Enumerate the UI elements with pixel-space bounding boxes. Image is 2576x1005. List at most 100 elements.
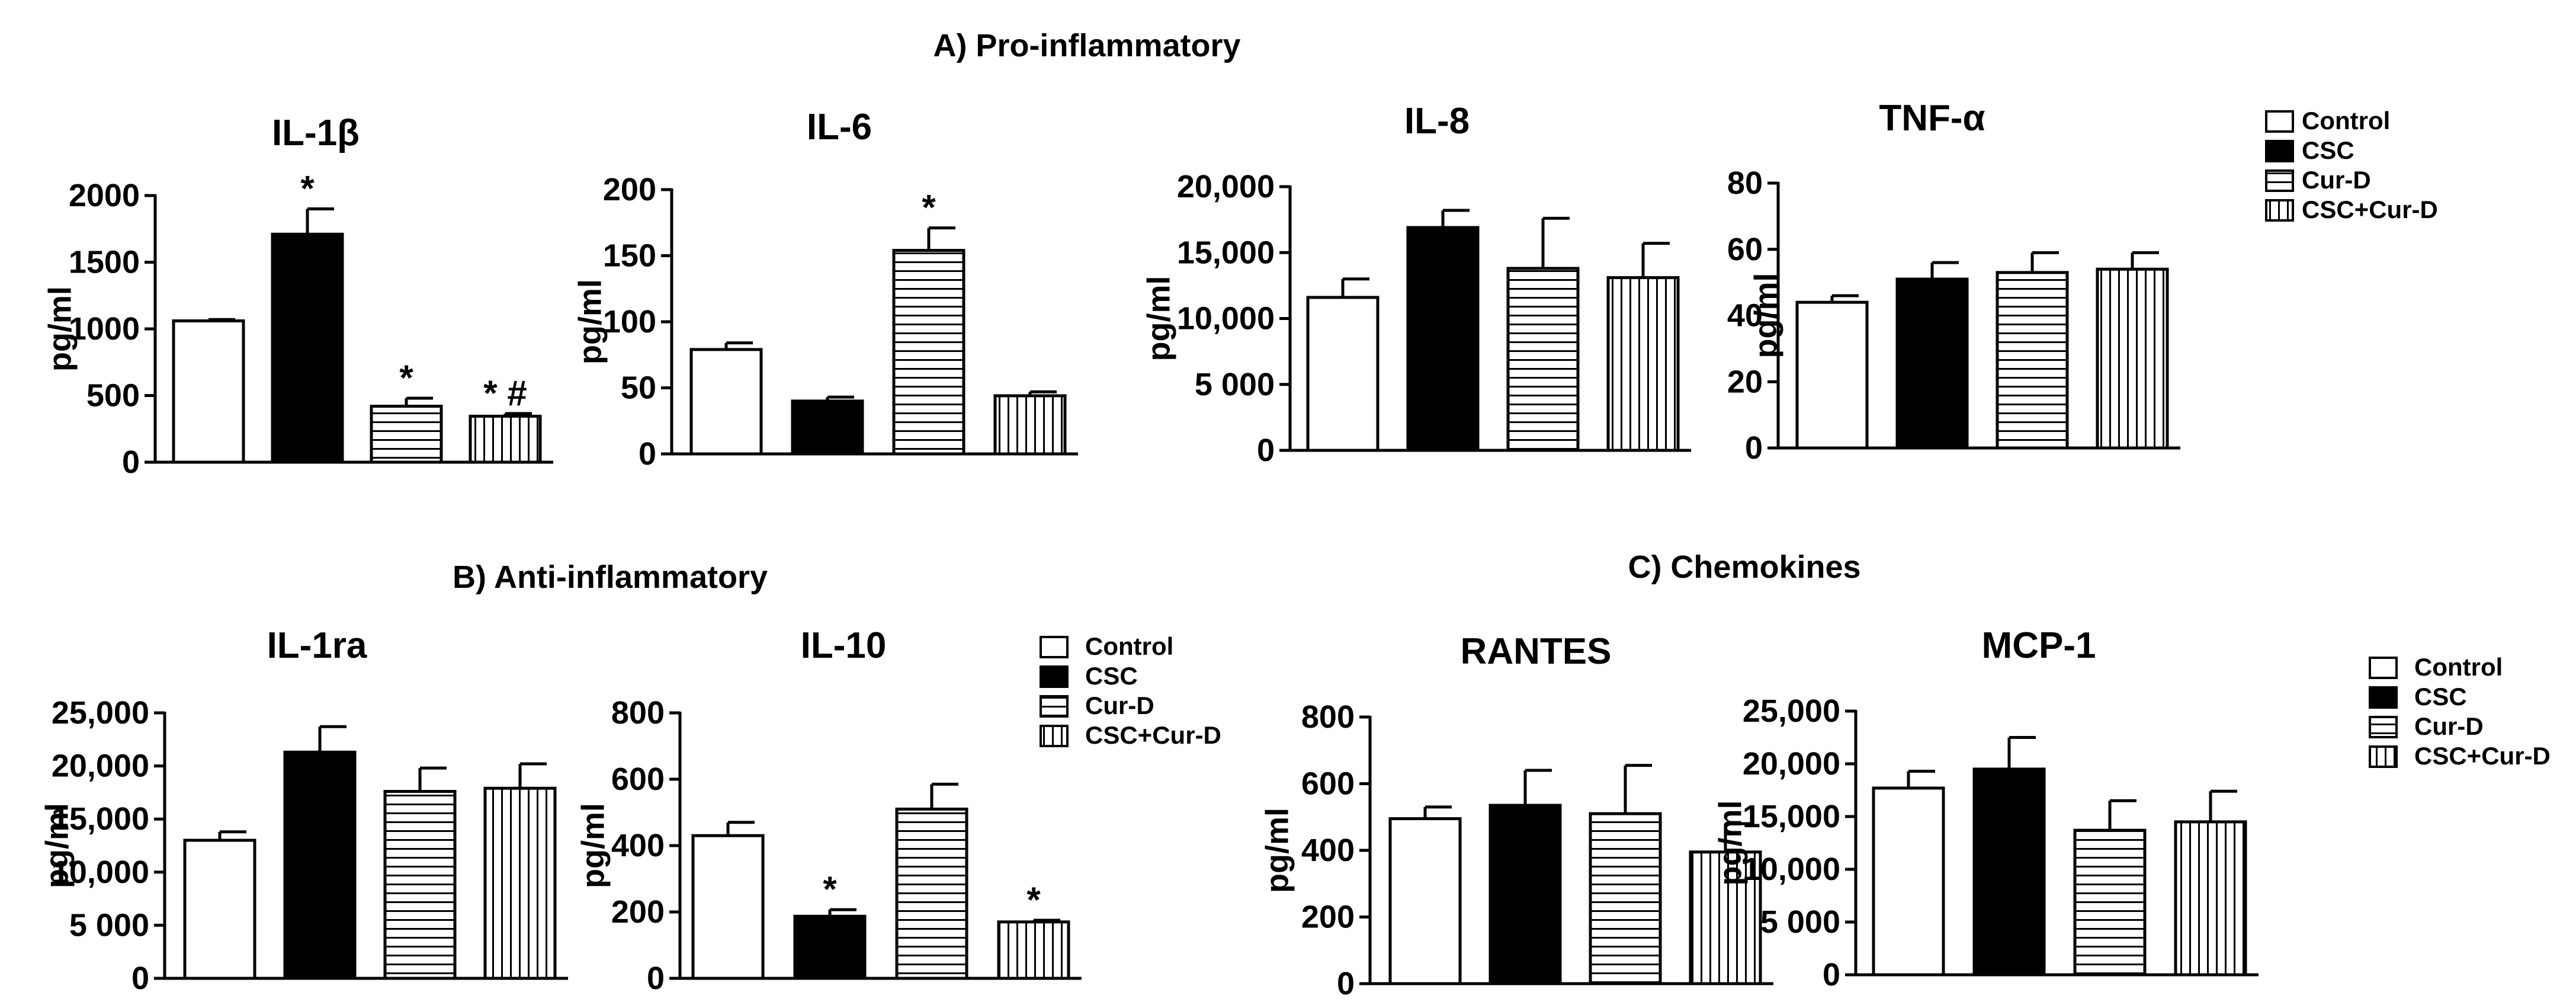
legend-swatch-curd xyxy=(2265,169,2294,192)
legend-pro-inflammatory: Control CSC Cur-D CSC+Cur-D xyxy=(2265,107,2438,223)
chart-panel-6: IL-10 pg/ml 0 200 400 600 800 * * xyxy=(575,625,1082,996)
section-title-anti-inflammatory: B) Anti-inflammatory xyxy=(453,559,768,595)
bar-curd xyxy=(383,790,457,980)
legend-anti-inflammatory: Control CSC Cur-D CSC+Cur-D xyxy=(1040,632,1221,749)
bar-curd xyxy=(892,249,965,456)
legend-swatch-csccurd xyxy=(2265,199,2294,222)
bar-csc xyxy=(791,399,864,456)
bar-curd xyxy=(2073,828,2147,977)
legend-label-curd: Cur-D xyxy=(1085,692,1154,719)
bar-csc xyxy=(1489,804,1562,985)
y-tick-label: 15,000 xyxy=(52,801,149,837)
y-tick-label: 400 xyxy=(611,828,665,863)
bar-csccurd xyxy=(1606,276,1680,452)
legend-label-csccurd: CSC+Cur-D xyxy=(2414,742,2551,770)
y-tick-label: 20 xyxy=(1727,364,1763,399)
legend-label-csc: CSC xyxy=(2414,683,2467,710)
y-tick-label: 50 xyxy=(621,370,656,406)
y-tick-label: 0 xyxy=(1745,430,1763,466)
chart-title: IL-6 xyxy=(807,107,872,148)
y-tick-label: 60 xyxy=(1727,232,1763,267)
y-tick-label: 800 xyxy=(611,695,665,731)
chart-panel-3: IL-8 pg/ml 0 5 000 10,000 15,000 20,000 xyxy=(1141,101,1691,468)
section-title-pro-inflammatory: A) Pro-inflammatory xyxy=(933,28,1240,63)
y-tick-label: 150 xyxy=(603,238,656,274)
chart-title: IL-8 xyxy=(1404,101,1470,142)
significance-marker-csc: * xyxy=(823,869,837,909)
bar-csccurd xyxy=(1689,850,1762,985)
chart-title: IL-1ra xyxy=(267,625,367,666)
chart-title: IL-1β xyxy=(272,113,360,153)
y-tick-label: 800 xyxy=(1301,699,1355,735)
y-axis-label: pg/ml xyxy=(1259,808,1295,893)
legend-label-control: Control xyxy=(2302,107,2390,135)
y-tick-label: 80 xyxy=(1727,165,1763,201)
y-tick-label: 500 xyxy=(86,378,140,414)
y-tick-label: 25,000 xyxy=(1743,693,1840,729)
bar-csc xyxy=(793,914,867,980)
y-axis-label: pg/ml xyxy=(1712,801,1748,886)
y-axis-label: pg/ml xyxy=(42,286,78,372)
legend-swatch-csccurd xyxy=(2369,745,2398,768)
legend-swatch-csc xyxy=(1040,665,1069,688)
bar-control xyxy=(689,348,763,456)
bar-curd xyxy=(1506,267,1580,452)
y-tick-label: 5 000 xyxy=(1760,904,1840,940)
y-tick-label: 1500 xyxy=(69,245,140,280)
y-tick-label: 0 xyxy=(1337,966,1355,1001)
legend-swatch-curd xyxy=(1040,695,1069,718)
legend-label-csccurd: CSC+Cur-D xyxy=(1085,721,1221,749)
y-tick-label: 0 xyxy=(1257,433,1275,468)
legend-label-csc: CSC xyxy=(2302,136,2354,164)
legend-swatch-control xyxy=(2369,657,2398,679)
bar-curd xyxy=(895,807,968,980)
bar-csccurd xyxy=(469,414,542,464)
bar-csc xyxy=(271,232,344,464)
bar-curd xyxy=(1589,812,1662,985)
legend-label-curd: Cur-D xyxy=(2414,712,2484,740)
y-tick-label: 40 xyxy=(1727,298,1763,334)
chart-panel-8: MCP-1 pg/ml 0 5 000 10,000 15,000 20,000 25,000 xyxy=(1712,625,2259,993)
y-tick-label: 200 xyxy=(603,172,656,207)
bar-control xyxy=(1306,296,1380,452)
y-tick-label: 2000 xyxy=(69,178,140,213)
bar-csc xyxy=(1972,767,2046,977)
y-axis-label: pg/ml xyxy=(575,803,611,888)
y-tick-label: 25,000 xyxy=(52,695,149,731)
y-tick-label: 5 000 xyxy=(1195,367,1275,402)
y-tick-label: 15,000 xyxy=(1177,235,1275,270)
y-tick-label: 400 xyxy=(1301,833,1355,868)
y-tick-label: 0 xyxy=(131,961,149,996)
significance-marker-curd: * xyxy=(399,358,413,398)
legend-label-csccurd: CSC+Cur-D xyxy=(2302,196,2438,223)
legend-swatch-csccurd xyxy=(1040,725,1069,747)
legend-swatch-csc xyxy=(2369,686,2398,709)
y-tick-label: 0 xyxy=(639,436,656,472)
significance-marker-csc: * xyxy=(300,169,315,209)
bar-curd xyxy=(370,405,443,464)
chart-panel-1: IL-1β pg/ml 0 500 1000 1500 2000 * * * # xyxy=(42,113,553,480)
legend-label-control: Control xyxy=(2414,653,2503,681)
y-tick-label: 10,000 xyxy=(1743,852,1840,887)
y-tick-label: 1000 xyxy=(69,311,140,347)
y-tick-label: 10,000 xyxy=(52,854,149,890)
chart-panel-5: IL-1ra pg/ml 0 5 000 10,000 15,000 20,000 25,00… xyxy=(39,625,568,996)
chart-panel-7: RANTES pg/ml 0 200 400 600 800 xyxy=(1259,631,1773,1001)
y-tick-label: 20,000 xyxy=(1177,169,1275,204)
chart-title: MCP-1 xyxy=(1982,625,2096,666)
legend-swatch-control xyxy=(1040,636,1069,658)
chart-panel-2: IL-6 pg/ml 0 50 100 150 200 * xyxy=(572,107,1078,472)
y-tick-label: 200 xyxy=(1301,900,1355,935)
bar-csccurd xyxy=(997,920,1070,980)
y-tick-label: 5 000 xyxy=(69,907,149,943)
bar-csccurd xyxy=(993,394,1067,456)
bar-curd xyxy=(1996,271,2069,450)
y-axis-label: pg/ml xyxy=(39,803,75,888)
bar-control xyxy=(183,838,256,980)
y-tick-label: 600 xyxy=(1301,766,1355,802)
bar-control xyxy=(1388,817,1462,985)
y-tick-label: 20,000 xyxy=(52,748,149,784)
